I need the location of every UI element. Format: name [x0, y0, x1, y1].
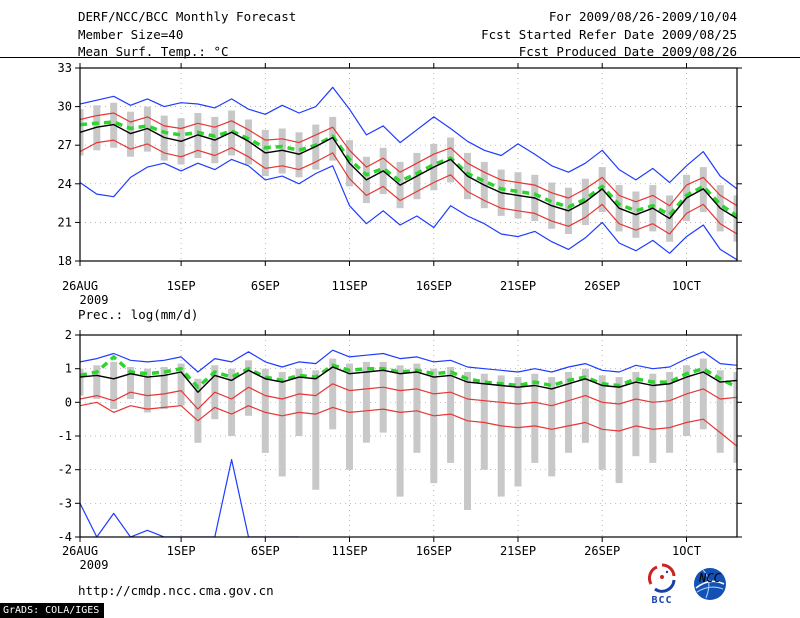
bcc-logo: BCC [640, 563, 684, 606]
svg-text:6SEP: 6SEP [251, 279, 280, 293]
member-size-label: Member Size=40 [78, 27, 184, 42]
svg-text:16SEP: 16SEP [416, 544, 452, 558]
bcc-logo-icon [648, 563, 676, 593]
svg-text:33: 33 [58, 61, 72, 75]
forecast-range-label: For 2009/08/26-2009/10/04 [548, 9, 737, 24]
svg-text:1SEP: 1SEP [167, 544, 196, 558]
svg-text:1SEP: 1SEP [167, 279, 196, 293]
svg-text:26AUG: 26AUG [62, 279, 98, 293]
ncc-logo-icon: NCC [694, 568, 726, 600]
temp-chart-title: Mean Surf. Temp.: °C [78, 44, 229, 59]
website-url: http://cmdp.ncc.cma.gov.cn [78, 583, 274, 598]
svg-text:11SEP: 11SEP [331, 279, 367, 293]
svg-text:11SEP: 11SEP [331, 544, 367, 558]
svg-text:27: 27 [58, 138, 72, 152]
ncc-logo: NCC [688, 566, 732, 606]
svg-text:-4: -4 [58, 530, 72, 544]
page-title: DERF/NCC/BCC Monthly Forecast [78, 9, 297, 24]
svg-text:18: 18 [58, 254, 72, 268]
header-divider [0, 57, 800, 58]
svg-text:21: 21 [58, 215, 72, 229]
svg-text:2009: 2009 [80, 558, 109, 572]
svg-text:26SEP: 26SEP [584, 279, 620, 293]
svg-text:0: 0 [65, 395, 72, 409]
svg-text:21SEP: 21SEP [500, 279, 536, 293]
fcst-produced-label: Fcst Produced Date 2009/08/26 [518, 44, 737, 59]
svg-text:6SEP: 6SEP [251, 544, 280, 558]
svg-text:1OCT: 1OCT [672, 544, 701, 558]
svg-text:-3: -3 [58, 496, 72, 510]
prec-chart-title: Prec.: log(mm/d) [78, 307, 199, 322]
svg-text:2009: 2009 [80, 293, 109, 307]
svg-text:1OCT: 1OCT [672, 279, 701, 293]
fcst-start-date-label: Fcst Started Refer Date 2009/08/25 [481, 27, 737, 42]
svg-text:21SEP: 21SEP [500, 544, 536, 558]
bcc-logo-label: BCC [651, 595, 673, 606]
svg-text:-1: -1 [58, 429, 72, 443]
svg-text:24: 24 [58, 177, 72, 191]
grads-credit-bar: GrADS: COLA/IGES [0, 603, 105, 618]
svg-text:26AUG: 26AUG [62, 544, 98, 558]
precipitation-chart: -4 -3 -2 -1 0 1 2 26AUG 1SEP 6SEP 11SEP 16SEP 21SEP 2… [58, 328, 742, 572]
svg-text:-2: -2 [58, 463, 72, 477]
svg-text:26SEP: 26SEP [584, 544, 620, 558]
svg-text:1: 1 [65, 362, 72, 376]
svg-text:16SEP: 16SEP [416, 279, 452, 293]
ncc-logo-label: NCC [698, 571, 721, 585]
svg-text:30: 30 [58, 100, 72, 114]
temperature-chart: 18 21 24 27 30 33 26AUG 1SEP 6SEP 11SEP 16SEP 21SEP… [58, 61, 742, 307]
svg-text:2: 2 [65, 328, 72, 342]
